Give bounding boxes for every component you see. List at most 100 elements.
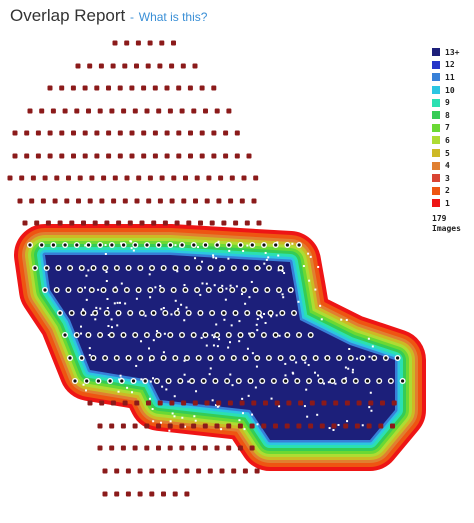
speckle (346, 420, 349, 423)
camera-position (384, 356, 388, 360)
speckle (84, 286, 87, 289)
camera-position (190, 379, 194, 383)
speckle (151, 407, 154, 410)
speckle (85, 274, 88, 277)
camera-position (176, 153, 182, 159)
camera-position (94, 153, 100, 159)
camera-position (219, 468, 225, 474)
camera-position (161, 491, 166, 497)
legend-label: 8 (445, 110, 450, 120)
camera-position (211, 130, 217, 136)
legend-label: 10 (445, 85, 455, 95)
speckle (174, 244, 177, 247)
help-link[interactable]: What is this? (138, 10, 208, 24)
speckle (351, 371, 354, 374)
speckle (307, 252, 310, 255)
speckle (224, 298, 227, 301)
camera-position (279, 266, 283, 270)
speckle (371, 345, 374, 348)
camera-position (104, 220, 110, 226)
camera-position (172, 288, 176, 292)
camera-position (354, 379, 358, 383)
camera-position (171, 40, 176, 46)
speckle (231, 384, 234, 387)
speckle (201, 260, 204, 263)
speckle (97, 288, 100, 291)
speckle (359, 283, 362, 286)
camera-position (143, 379, 147, 383)
camera-position (295, 379, 299, 383)
speckle (332, 257, 335, 260)
speckle (364, 240, 367, 243)
speckle (329, 273, 332, 276)
camera-position (127, 220, 133, 226)
camera-position (12, 153, 18, 159)
camera-position (296, 423, 302, 429)
camera-position (102, 491, 108, 497)
camera-position (17, 198, 23, 204)
camera-position (101, 175, 107, 181)
camera-position (115, 266, 119, 270)
camera-position (192, 400, 198, 406)
speckle (227, 257, 230, 260)
camera-position (40, 198, 46, 204)
speckle (221, 284, 224, 287)
camera-position (198, 220, 203, 226)
camera-position (159, 175, 165, 181)
camera-position (302, 356, 306, 360)
camera-position (129, 153, 135, 159)
speckle (88, 347, 91, 350)
camera-position (68, 266, 72, 270)
camera-position (99, 198, 105, 204)
speckle (270, 315, 273, 318)
camera-position (179, 423, 185, 429)
camera-position (103, 356, 107, 360)
speckle (105, 270, 108, 273)
speckle (368, 406, 371, 409)
speckle (152, 420, 155, 423)
camera-position (192, 243, 196, 247)
camera-position (126, 356, 131, 360)
camera-position (263, 400, 268, 406)
camera-position (157, 333, 161, 337)
speckle (319, 304, 322, 307)
speckle (282, 296, 285, 299)
camera-position (222, 311, 226, 315)
speckle (148, 347, 151, 350)
camera-position (269, 311, 273, 315)
speckle (364, 297, 367, 300)
camera-position (73, 379, 77, 383)
speckle (216, 405, 219, 408)
speckle (211, 399, 214, 402)
camera-position (330, 379, 334, 383)
speckle (183, 284, 186, 287)
camera-position (274, 333, 278, 337)
speckle (281, 270, 284, 273)
speckle (303, 405, 306, 408)
camera-position (92, 220, 98, 226)
camera-position (297, 333, 301, 337)
camera-position (149, 468, 155, 474)
legend-item: 3 (432, 172, 461, 185)
speckle (131, 427, 134, 430)
camera-position (150, 266, 154, 270)
camera-position (112, 40, 118, 46)
speckle (105, 279, 108, 282)
camera-position (203, 333, 207, 337)
camera-position (238, 333, 243, 337)
camera-position (187, 85, 193, 91)
camera-position (19, 175, 25, 181)
camera-position (99, 400, 105, 406)
camera-position (27, 108, 33, 114)
speckle (255, 365, 258, 368)
speckle (104, 243, 107, 246)
speckle (308, 279, 311, 282)
camera-position (113, 288, 117, 292)
speckle (103, 415, 106, 418)
speckle (201, 282, 204, 285)
camera-position (180, 333, 184, 337)
legend-swatch (432, 161, 440, 170)
camera-position (284, 379, 288, 383)
speckle (85, 389, 88, 392)
camera-position (214, 108, 220, 114)
